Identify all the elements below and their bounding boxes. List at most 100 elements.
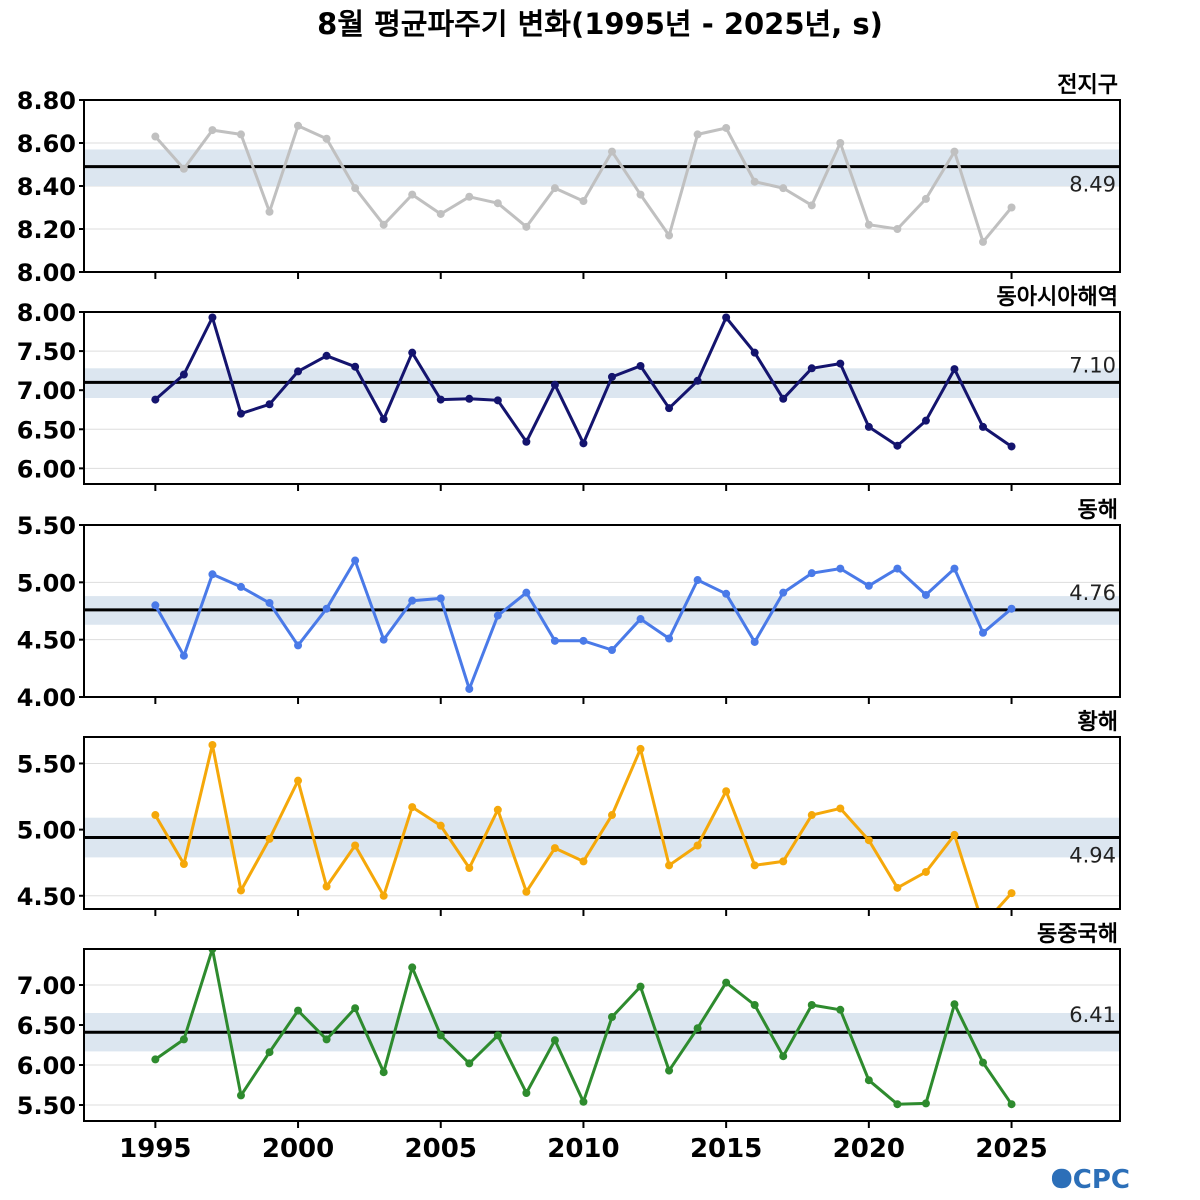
data-point xyxy=(522,588,531,597)
data-point xyxy=(893,225,902,233)
data-point xyxy=(607,372,616,381)
data-point xyxy=(265,598,274,607)
x-tick-label: 2025 xyxy=(975,1134,1047,1164)
data-point xyxy=(379,1068,388,1077)
data-point xyxy=(550,380,559,389)
panel-3: 4.76 5.50 5.00 4.50 4.00 동해 xyxy=(17,498,1121,712)
data-point xyxy=(693,376,702,385)
ocpc-logo-text: OCPC xyxy=(1051,1165,1130,1195)
panel-4: 4.94 5.50 5.00 4.50 황해 xyxy=(17,710,1121,916)
data-point xyxy=(950,365,959,374)
data-point xyxy=(607,1013,616,1021)
data-point xyxy=(807,201,816,210)
data-point xyxy=(864,1076,873,1085)
data-point xyxy=(693,841,702,850)
y-tick-label: 5.00 xyxy=(17,817,76,845)
mean-value-label: 8.49 xyxy=(1069,173,1116,197)
data-point xyxy=(265,1048,274,1057)
y-tick-label: 6.50 xyxy=(17,416,76,444)
panel-title: 동해 xyxy=(1078,498,1118,523)
x-tick-label: 2020 xyxy=(833,1134,905,1164)
data-point xyxy=(465,394,474,403)
data-point xyxy=(807,364,816,373)
data-point xyxy=(408,348,417,357)
data-point xyxy=(351,841,360,850)
y-tick-label: 8.40 xyxy=(17,173,76,201)
data-point xyxy=(322,351,331,360)
data-point xyxy=(893,883,902,892)
data-point xyxy=(322,1035,331,1044)
plot-content: 4.94 xyxy=(84,740,1120,909)
data-point xyxy=(351,1004,360,1013)
data-point xyxy=(1007,604,1016,613)
data-point xyxy=(836,804,845,813)
plot-content: 8.49 xyxy=(84,100,1120,272)
plot-frame xyxy=(83,524,1121,698)
data-point xyxy=(236,582,245,591)
data-point xyxy=(807,569,816,578)
y-tick-label: 4.00 xyxy=(17,684,76,712)
data-point xyxy=(921,416,930,425)
data-point xyxy=(408,596,417,605)
data-point xyxy=(636,982,645,991)
data-point xyxy=(607,811,616,820)
data-point xyxy=(465,1059,474,1068)
y-tick-label: 8.20 xyxy=(17,216,76,244)
data-point xyxy=(836,564,845,573)
mean-value-label: 6.41 xyxy=(1069,1003,1116,1027)
data-point xyxy=(950,830,959,839)
data-point xyxy=(979,628,988,637)
data-point xyxy=(151,1055,160,1064)
y-tick-label: 8.00 xyxy=(17,299,76,327)
data-point xyxy=(921,194,930,203)
data-point xyxy=(693,1024,702,1033)
data-point xyxy=(607,645,616,654)
data-point xyxy=(351,362,360,371)
y-tick-label: 6.00 xyxy=(17,455,76,483)
x-tick-label: 2000 xyxy=(262,1134,334,1164)
data-point xyxy=(893,441,902,450)
data-point xyxy=(179,370,188,379)
data-point xyxy=(636,190,645,199)
data-point xyxy=(351,184,360,193)
data-point xyxy=(465,863,474,872)
y-tick-label: 5.50 xyxy=(17,512,76,540)
data-point xyxy=(436,594,445,603)
data-point xyxy=(522,887,531,896)
data-point xyxy=(893,564,902,573)
panel-1: 8.49 8.80 8.60 8.40 8.20 8.00 전지구 xyxy=(17,73,1121,287)
data-point xyxy=(294,776,303,785)
ocpc-logo: OCPC xyxy=(1051,1165,1130,1195)
data-point xyxy=(836,359,845,368)
data-point xyxy=(1007,442,1016,451)
data-point xyxy=(979,1058,988,1067)
data-point xyxy=(921,867,930,876)
x-tick-label: 1995 xyxy=(119,1134,191,1164)
y-tick-label: 5.50 xyxy=(17,750,76,778)
data-point xyxy=(750,861,759,870)
data-point xyxy=(179,1035,188,1044)
data-point xyxy=(864,422,873,431)
data-point xyxy=(493,805,502,814)
data-point xyxy=(693,130,702,139)
data-point xyxy=(465,684,474,693)
data-point xyxy=(950,147,959,156)
data-point xyxy=(236,409,245,418)
data-point xyxy=(579,197,588,206)
data-point xyxy=(236,886,245,895)
x-tick-label: 2015 xyxy=(690,1134,762,1164)
data-point xyxy=(579,1097,588,1106)
panel-title: 동중국해 xyxy=(1037,922,1118,947)
y-tick-label: 7.00 xyxy=(17,377,76,405)
data-point xyxy=(836,139,845,147)
panel-5: 6.41 7.00 6.50 6.00 5.50 동중국해 xyxy=(17,922,1121,1128)
data-point xyxy=(522,222,531,231)
y-tick-label: 7.50 xyxy=(17,338,76,366)
y-tick-label: 4.50 xyxy=(17,627,76,655)
panel-2: 7.10 8.00 7.50 7.00 6.50 6.00 동아시아해역 xyxy=(17,285,1121,491)
data-point xyxy=(208,313,217,322)
data-point xyxy=(1007,1100,1016,1109)
data-point xyxy=(665,861,674,870)
data-point xyxy=(265,207,274,216)
data-point xyxy=(893,1100,902,1109)
